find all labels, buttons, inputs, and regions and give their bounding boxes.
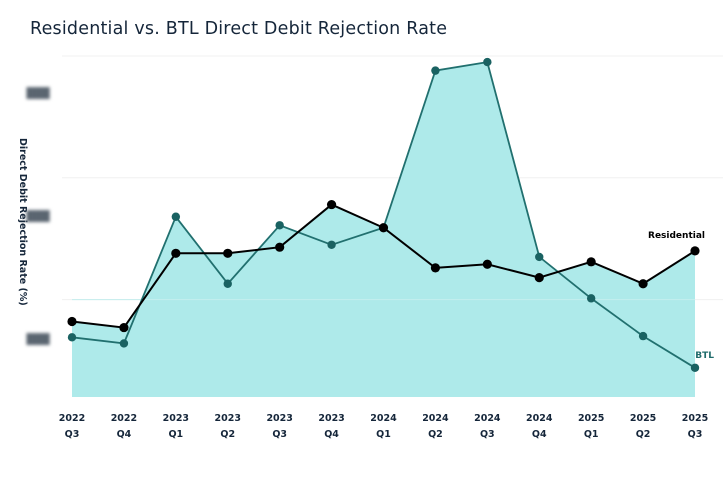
x-tick-quarter: Q2 bbox=[636, 429, 651, 440]
x-tick-year: 2023 bbox=[318, 413, 344, 424]
point-btl bbox=[431, 66, 440, 75]
x-tick-quarter: Q3 bbox=[272, 429, 287, 440]
point-residential bbox=[482, 259, 492, 269]
x-tick-year: 2024 bbox=[474, 413, 501, 424]
point-btl bbox=[171, 212, 181, 221]
x-tick-year: 2025 bbox=[578, 413, 604, 424]
point-btl bbox=[223, 279, 232, 288]
x-tick-quarter: Q1 bbox=[168, 429, 183, 440]
x-tick-year: 2024 bbox=[526, 413, 553, 424]
point-btl bbox=[638, 331, 648, 341]
point-btl bbox=[690, 363, 700, 372]
x-tick-year: 2024 bbox=[370, 413, 397, 424]
x-tick-quarter: Q3 bbox=[65, 429, 80, 440]
x-tick-quarter: Q4 bbox=[324, 429, 339, 440]
point-residential bbox=[534, 273, 544, 283]
point-btl bbox=[119, 339, 129, 348]
x-tick-year: 2022 bbox=[111, 413, 137, 424]
x-tick-year: 2025 bbox=[630, 413, 656, 424]
point-residential bbox=[171, 248, 181, 258]
point-residential bbox=[223, 248, 233, 258]
point-btl bbox=[67, 333, 77, 342]
x-tick-year: 2024 bbox=[422, 413, 449, 424]
point-residential bbox=[119, 322, 129, 333]
point-btl bbox=[535, 252, 544, 262]
chart-title: Residential vs. BTL Direct Debit Rejecti… bbox=[30, 19, 448, 39]
x-tick-quarter: Q1 bbox=[376, 429, 391, 440]
y-tick-label: ███ bbox=[25, 333, 49, 346]
series-label-residential: Residential bbox=[648, 231, 705, 241]
x-tick-quarter: Q3 bbox=[688, 429, 703, 440]
y-tick-label: ███ bbox=[25, 87, 49, 100]
x-tick-quarter: Q4 bbox=[532, 429, 547, 440]
x-tick-year: 2023 bbox=[163, 413, 189, 424]
point-residential bbox=[378, 223, 389, 233]
x-tick-year: 2023 bbox=[215, 413, 241, 424]
point-residential bbox=[586, 257, 596, 267]
point-residential bbox=[275, 242, 285, 252]
x-tick-quarter: Q2 bbox=[220, 429, 235, 440]
x-tick-year: 2023 bbox=[266, 413, 292, 424]
x-tick-quarter: Q3 bbox=[480, 429, 495, 440]
point-btl bbox=[483, 57, 492, 67]
point-residential bbox=[326, 199, 337, 210]
y-tick-label: ███ bbox=[25, 210, 49, 223]
x-tick-year: 2025 bbox=[682, 413, 708, 424]
x-tick-quarter: Q1 bbox=[584, 429, 599, 440]
point-residential bbox=[690, 246, 700, 256]
point-residential bbox=[430, 263, 441, 273]
x-tick-quarter: Q4 bbox=[117, 429, 132, 440]
point-btl bbox=[327, 240, 336, 249]
x-tick-year: 2022 bbox=[59, 413, 85, 424]
point-residential bbox=[638, 279, 648, 289]
series-label-btl: BTL bbox=[695, 351, 714, 361]
x-tick-quarter: Q2 bbox=[428, 429, 443, 440]
point-residential bbox=[67, 316, 77, 327]
point-btl bbox=[275, 221, 284, 230]
point-btl bbox=[586, 294, 596, 303]
